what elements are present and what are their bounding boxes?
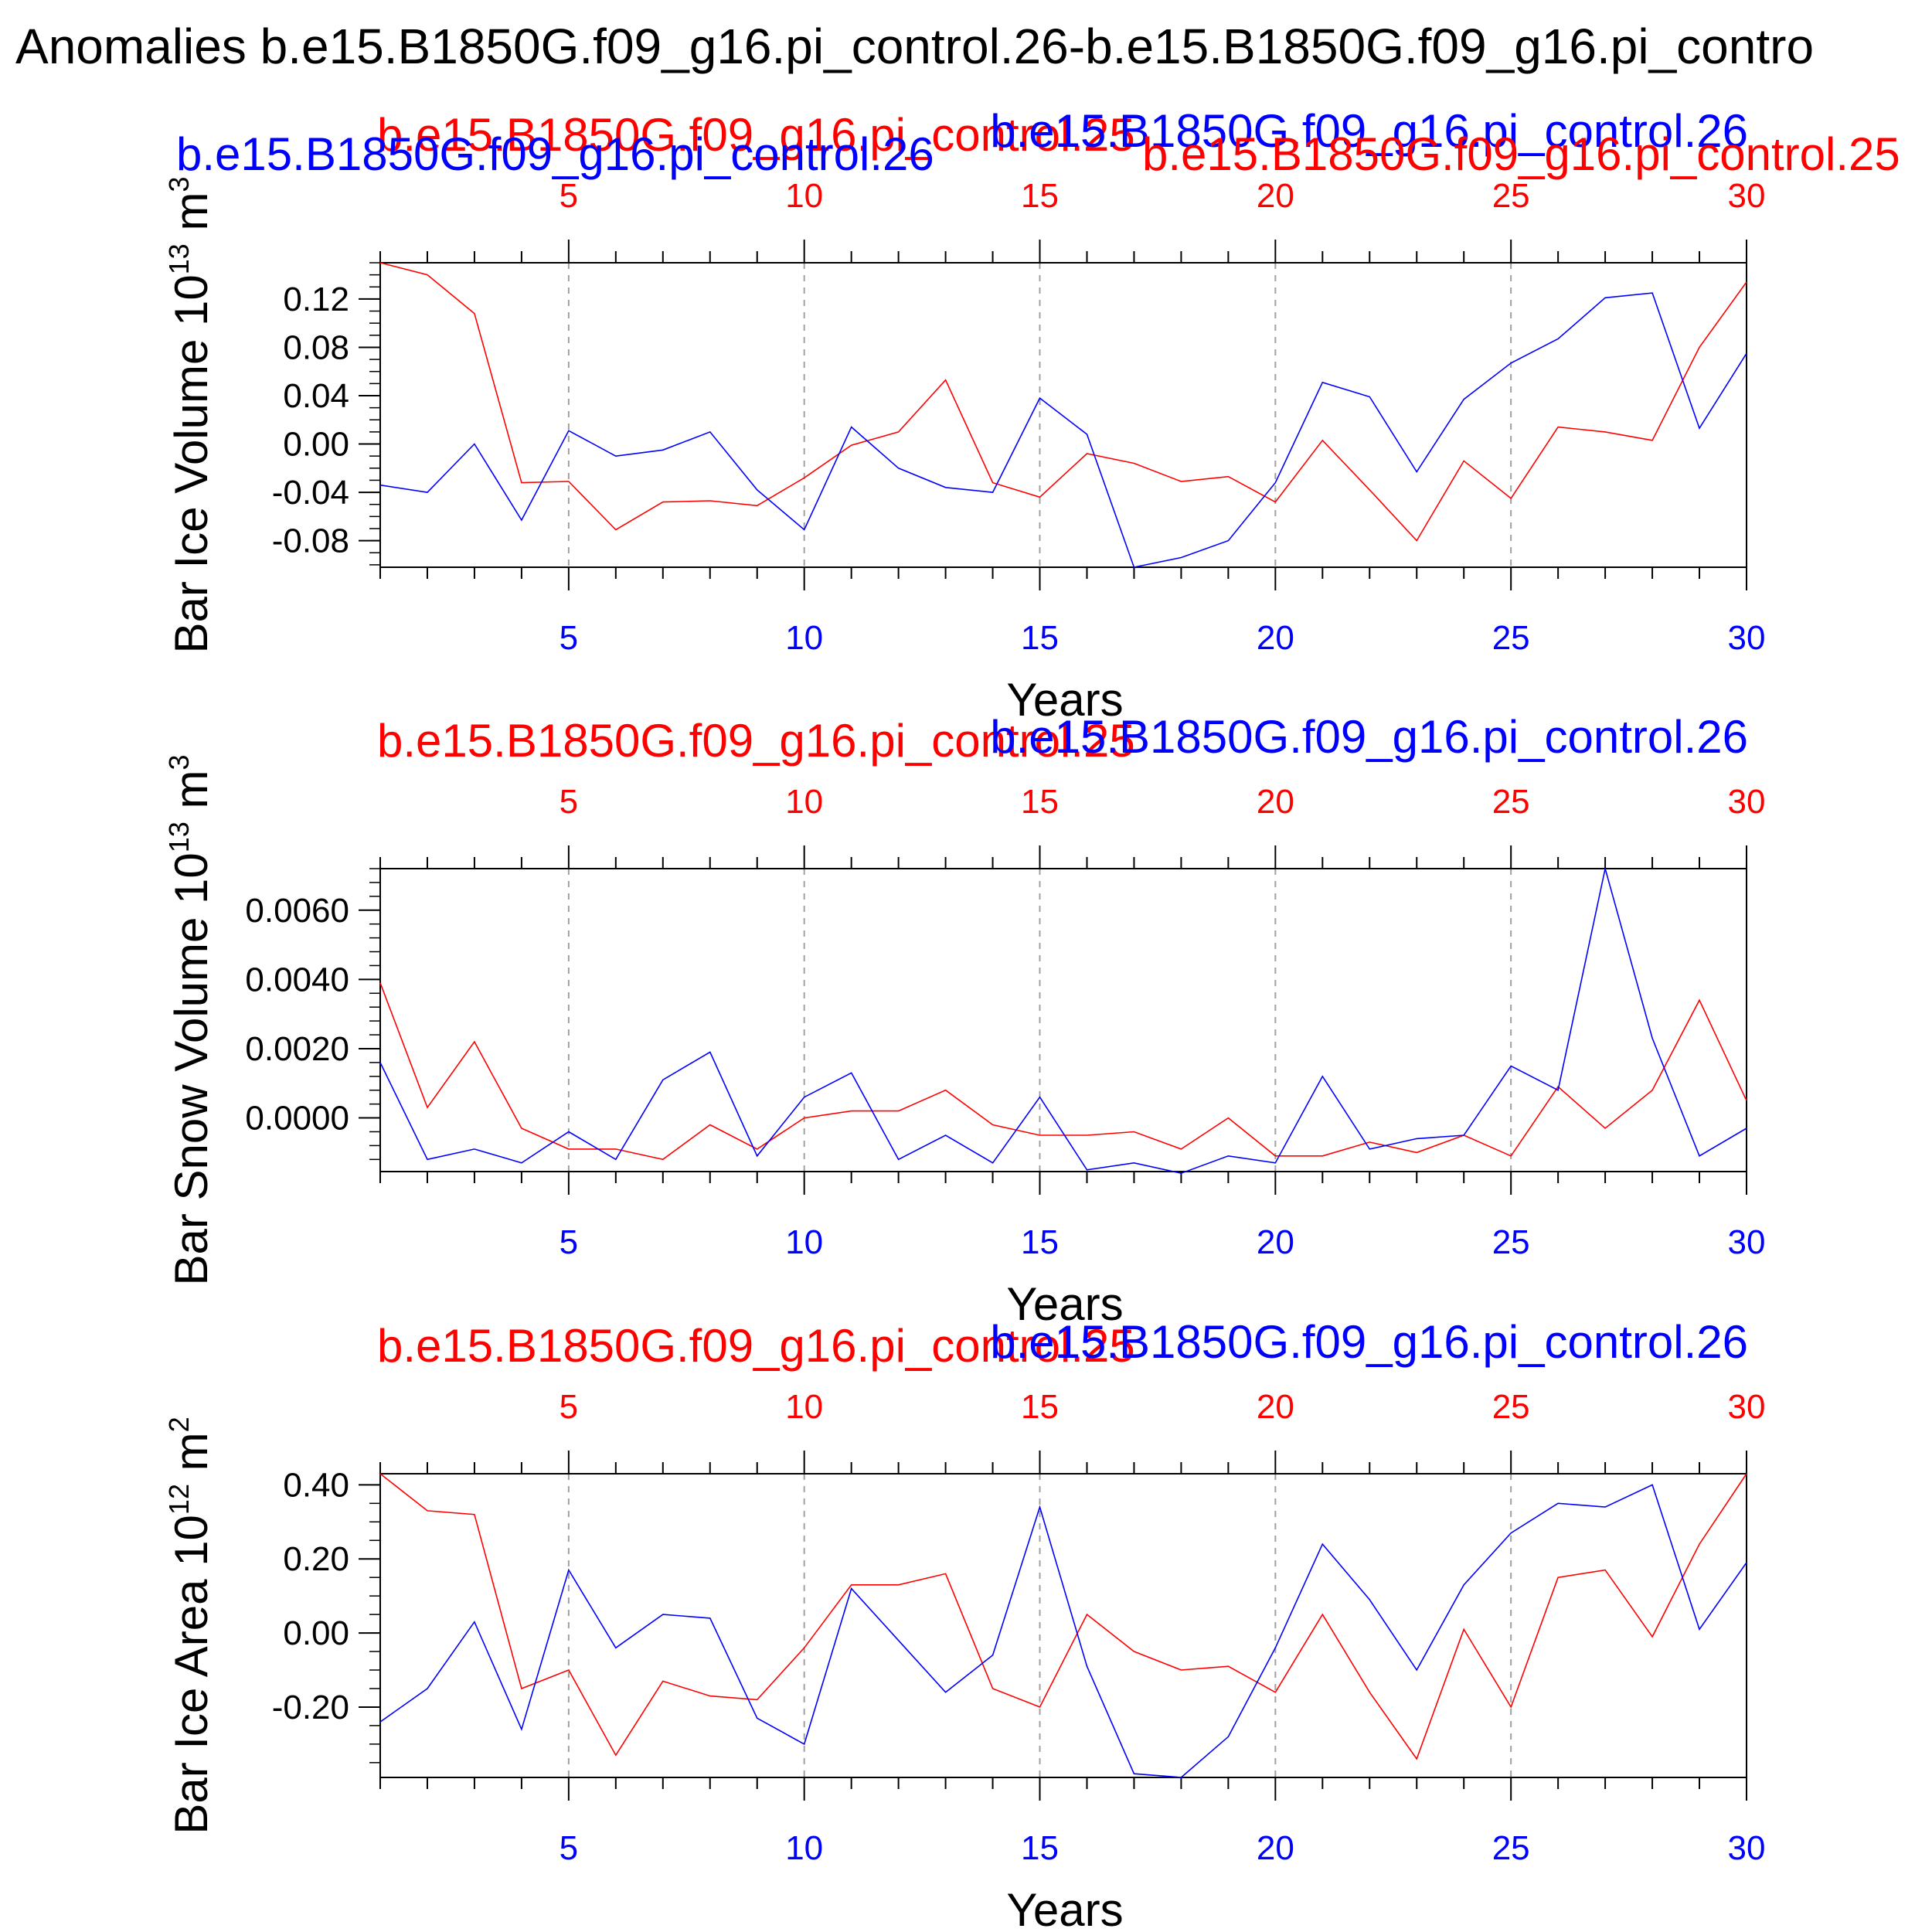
x-tick-label-bottom: 30	[1728, 1829, 1766, 1867]
y-tick-label: -0.08	[272, 522, 349, 560]
series-label-run26: b.e15.B1850G.f09_g16.pi_control.26	[990, 105, 1748, 157]
series-label-run25: b.e15.B1850G.f09_g16.pi_control.25	[377, 109, 1135, 161]
x-tick-label-bottom: 25	[1492, 1223, 1530, 1261]
x-tick-label-top: 15	[1021, 783, 1059, 821]
y-tick-label: 0.08	[283, 328, 349, 366]
x-tick-label-top: 5	[560, 1388, 578, 1426]
x-tick-label-top: 25	[1492, 177, 1530, 215]
x-axis-label: Years	[1006, 674, 1123, 726]
series-line-run25	[379, 1473, 1747, 1760]
x-tick-label-top: 20	[1257, 783, 1294, 821]
x-axis-label: Years	[1006, 1884, 1123, 1932]
x-tick-label-top: 25	[1492, 1388, 1530, 1426]
x-tick-label-top: 20	[1257, 1388, 1294, 1426]
y-tick-label: 0.04	[283, 377, 349, 415]
y-tick-label: 0.0020	[245, 1030, 349, 1068]
y-tick-label: 0.0060	[245, 892, 349, 930]
x-tick-label-bottom: 30	[1728, 619, 1766, 657]
series-label-run25: b.e15.B1850G.f09_g16.pi_control.25	[377, 715, 1135, 767]
x-tick-label-bottom: 30	[1728, 1223, 1766, 1261]
series-line-run25	[379, 262, 1747, 542]
y-tick-label: 0.00	[283, 1614, 349, 1652]
series-line-run26	[379, 868, 1747, 1175]
chart-panel-1: -0.08 -0.04 0.00 0.04 0.08 0.12 5 5 10 10 15 15 20 20…	[163, 105, 1765, 726]
y-tick-label: 0.12	[283, 281, 349, 318]
y-tick-label: 0.00	[283, 426, 349, 464]
x-tick-label-bottom: 25	[1492, 1829, 1530, 1867]
series-label-run26: b.e15.B1850G.f09_g16.pi_control.26	[990, 1316, 1748, 1368]
y-tick-label: -0.20	[272, 1689, 349, 1726]
x-tick-label-bottom: 10	[785, 1223, 823, 1261]
plot-frame	[379, 1473, 1747, 1778]
series-label-run26: b.e15.B1850G.f09_g16.pi_control.26	[990, 711, 1748, 763]
x-tick-label-bottom: 10	[785, 619, 823, 657]
x-tick-label-top: 15	[1021, 1388, 1059, 1426]
y-tick-label: 0.40	[283, 1466, 349, 1504]
chart-panel-2: 0.0000 0.0020 0.0040 0.0060 5 5 10 10 15 15 20 20 25…	[163, 711, 1765, 1330]
y-axis-label: Bar Snow Volume 1013 m3	[163, 754, 217, 1285]
y-tick-label: 0.0040	[245, 961, 349, 998]
x-tick-label-top: 10	[785, 1388, 823, 1426]
series-line-run26	[379, 1484, 1747, 1778]
x-tick-label-top: 10	[785, 783, 823, 821]
chart-panel-3: -0.20 0.00 0.20 0.40 5 5 10 10 15 15 20 20 25 25 30 30 Y…	[163, 1316, 1765, 1932]
x-tick-label-bottom: 15	[1021, 1223, 1059, 1261]
x-tick-label-bottom: 10	[785, 1829, 823, 1867]
x-tick-label-top: 30	[1728, 177, 1766, 215]
x-tick-label-bottom: 5	[560, 1829, 578, 1867]
x-tick-label-top: 15	[1021, 177, 1059, 215]
x-tick-label-top: 5	[560, 783, 578, 821]
series-line-run26	[379, 292, 1747, 568]
x-tick-label-top: 20	[1257, 177, 1294, 215]
x-tick-label-top: 30	[1728, 783, 1766, 821]
x-tick-label-bottom: 20	[1257, 1223, 1294, 1261]
x-tick-label-top: 25	[1492, 783, 1530, 821]
y-tick-label: 0.0000	[245, 1100, 349, 1138]
plot-frame	[379, 262, 1747, 568]
series-label-run26-secondary: b.e15.B1850G.f09_g16.pi_control.26	[176, 128, 934, 180]
x-tick-label-bottom: 25	[1492, 619, 1530, 657]
x-tick-label-bottom: 5	[560, 1223, 578, 1261]
y-axis-label: Bar Ice Area 1012 m2	[163, 1417, 217, 1834]
plot-frame	[379, 868, 1747, 1172]
series-label-run25-secondary: b.e15.B1850G.f09_g16.pi_control.25	[1142, 128, 1900, 180]
figure-title: Anomalies b.e15.B1850G.f09_g16.pi_contro…	[15, 19, 1815, 74]
x-tick-label-bottom: 15	[1021, 1829, 1059, 1867]
x-tick-label-top: 30	[1728, 1388, 1766, 1426]
x-tick-label-top: 10	[785, 177, 823, 215]
series-label-run25: b.e15.B1850G.f09_g16.pi_control.25	[377, 1320, 1135, 1372]
x-axis-label: Years	[1006, 1278, 1123, 1330]
y-axis-label: Bar Ice Volume 1013 m3	[163, 176, 217, 653]
x-tick-label-bottom: 20	[1257, 619, 1294, 657]
series-line-run25	[379, 982, 1747, 1161]
x-tick-label-bottom: 15	[1021, 619, 1059, 657]
y-tick-label: 0.20	[283, 1540, 349, 1578]
x-tick-label-bottom: 5	[560, 619, 578, 657]
y-tick-label: -0.04	[272, 474, 349, 512]
x-tick-label-bottom: 20	[1257, 1829, 1294, 1867]
x-tick-label-top: 5	[560, 177, 578, 215]
